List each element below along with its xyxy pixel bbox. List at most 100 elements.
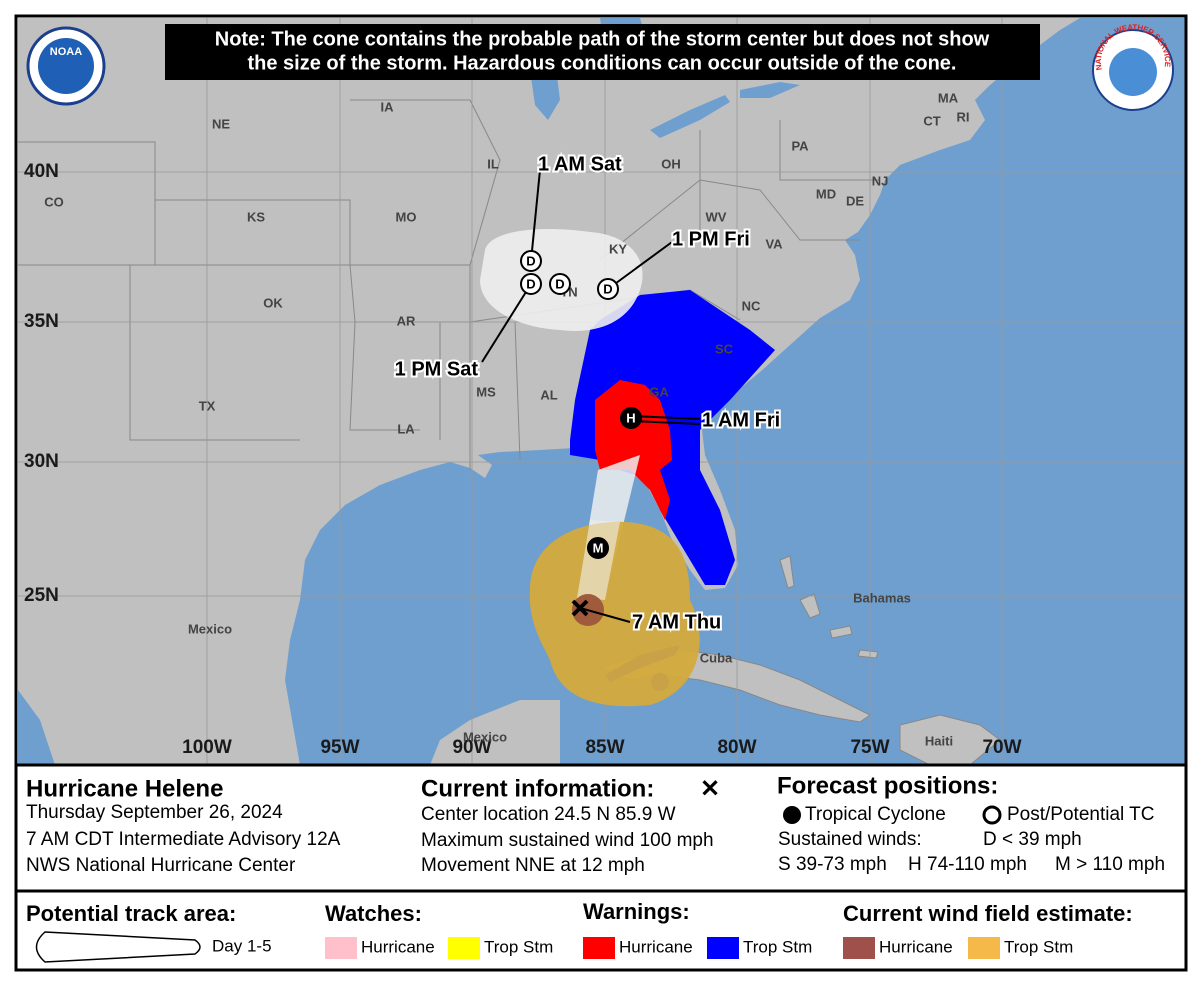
place-label: RI bbox=[957, 109, 970, 124]
legend-swatch bbox=[968, 937, 1000, 959]
forecast-key: H 74-110 mph bbox=[908, 854, 1027, 875]
storm-line: 7 AM CDT Intermediate Advisory 12A bbox=[26, 829, 341, 850]
forecast-key: S 39-73 mph bbox=[778, 854, 887, 875]
place-label: IA bbox=[381, 99, 395, 114]
ocean bbox=[285, 18, 1185, 765]
frame bbox=[14, 14, 1188, 972]
forecast-point bbox=[587, 537, 609, 559]
place-label: VA bbox=[765, 236, 783, 251]
legend-item: Hurricane bbox=[619, 937, 693, 956]
forecast-key: D < 39 mph bbox=[983, 829, 1082, 850]
map: 40N 35N 30N 25N 100W 95W 90W 85W 80W 75W 70W NE IA IL… bbox=[18, 18, 1185, 765]
legend-swatch bbox=[707, 937, 739, 959]
longitude-label: 75W bbox=[850, 737, 889, 758]
place-label: MA bbox=[938, 90, 959, 105]
forecast-key: Post/Potential TC bbox=[1007, 804, 1155, 825]
legend-item: Trop Stm bbox=[743, 937, 812, 956]
longitude-label: 95W bbox=[320, 737, 359, 758]
current-line: Center location 24.5 N 85.9 W bbox=[421, 804, 676, 825]
longitude-label: 100W bbox=[182, 737, 232, 758]
pacific bbox=[18, 690, 55, 765]
place-label: MD bbox=[816, 186, 836, 201]
place-label: KS bbox=[247, 209, 265, 224]
current-position bbox=[571, 599, 589, 617]
place-label: KY bbox=[609, 241, 627, 256]
legend-item: Hurricane bbox=[361, 937, 435, 956]
forecast-point bbox=[549, 273, 571, 295]
forecast-point-label: M bbox=[593, 540, 604, 555]
place-label: Haiti bbox=[925, 733, 953, 748]
legend-title: Watches: bbox=[325, 901, 422, 926]
post-tc-icon bbox=[982, 805, 1002, 825]
place-label: Mexico bbox=[463, 729, 507, 744]
forecast-key: Sustained winds: bbox=[778, 829, 922, 850]
cone-icon bbox=[35, 931, 201, 963]
place-label: OH bbox=[661, 156, 681, 171]
place-label: AR bbox=[397, 313, 416, 328]
place-label: DE bbox=[846, 193, 864, 208]
legend-title: Potential track area: bbox=[26, 901, 236, 926]
longitude-label: 80W bbox=[717, 737, 756, 758]
forecast-point bbox=[597, 278, 619, 300]
current-line: Movement NNE at 12 mph bbox=[421, 855, 645, 876]
hurricane-warning bbox=[595, 380, 672, 520]
legend-swatch bbox=[448, 937, 480, 959]
forecast-point-label: D bbox=[526, 276, 535, 291]
place-label: CO bbox=[44, 194, 64, 209]
legend-item: Day 1-5 bbox=[212, 936, 272, 955]
time-label: 1 AM Sat bbox=[538, 153, 622, 175]
note: Note: The cone contains the probable pat… bbox=[215, 28, 990, 50]
place-label: CT bbox=[923, 113, 940, 128]
legend-swatch bbox=[325, 937, 357, 959]
longitude-label: 90W bbox=[452, 737, 491, 758]
place-label: AL bbox=[540, 387, 557, 402]
place-label: MO bbox=[396, 209, 417, 224]
latitude-label: 40N bbox=[24, 161, 59, 182]
legend-title: Warnings: bbox=[583, 899, 690, 924]
latitude-label: 30N bbox=[24, 451, 59, 472]
storm-name: Hurricane Helene bbox=[26, 775, 223, 802]
storm-line: NWS National Hurricane Center bbox=[26, 855, 296, 876]
longitude-label: 85W bbox=[585, 737, 624, 758]
place-label: OK bbox=[263, 295, 283, 310]
legend-swatch bbox=[583, 937, 615, 959]
tc-icon bbox=[783, 806, 801, 824]
place-label: NC bbox=[742, 298, 761, 313]
current-title: Current information: bbox=[421, 775, 654, 802]
nws-logo bbox=[1109, 48, 1157, 96]
leader-lines bbox=[481, 169, 701, 623]
place-label: MS bbox=[476, 384, 496, 399]
legend-item: Trop Stm bbox=[484, 937, 553, 956]
place-label: WV bbox=[706, 209, 727, 224]
legend-item: Trop Stm bbox=[1004, 937, 1073, 956]
storm-line: Thursday September 26, 2024 bbox=[26, 802, 283, 823]
note: the size of the storm. Hazardous conditi… bbox=[248, 52, 957, 74]
legend-swatch bbox=[843, 937, 875, 959]
place-label: LA bbox=[397, 421, 415, 436]
place-label: GA bbox=[649, 384, 669, 399]
place-label: Cuba bbox=[700, 650, 733, 665]
time-label: 7 AM Thu bbox=[632, 611, 721, 633]
place-label: PA bbox=[791, 138, 809, 153]
cone bbox=[577, 520, 620, 600]
noaa-logo-text: NOAA bbox=[50, 46, 82, 58]
place-label: NJ bbox=[872, 173, 889, 188]
noaa-logo bbox=[38, 38, 94, 94]
place-label: TX bbox=[199, 398, 216, 413]
longitude-label: 70W bbox=[982, 737, 1021, 758]
forecast-point bbox=[620, 407, 642, 429]
forecast-key: M > 110 mph bbox=[1055, 854, 1165, 875]
place-label: Bahamas bbox=[853, 590, 911, 605]
forecast-key: Tropical Cyclone bbox=[805, 804, 946, 825]
legend-title: Current wind field estimate: bbox=[843, 901, 1133, 926]
forecast-title: Forecast positions: bbox=[777, 772, 998, 799]
forecast-point-label: D bbox=[603, 281, 612, 296]
forecast-point bbox=[520, 250, 542, 272]
time-label: 1 AM Fri bbox=[702, 409, 780, 431]
place-label: NE bbox=[212, 116, 230, 131]
wind-field-tropical-storm bbox=[529, 521, 700, 707]
latitude-label: 35N bbox=[24, 311, 59, 332]
legend-item: Hurricane bbox=[879, 937, 953, 956]
